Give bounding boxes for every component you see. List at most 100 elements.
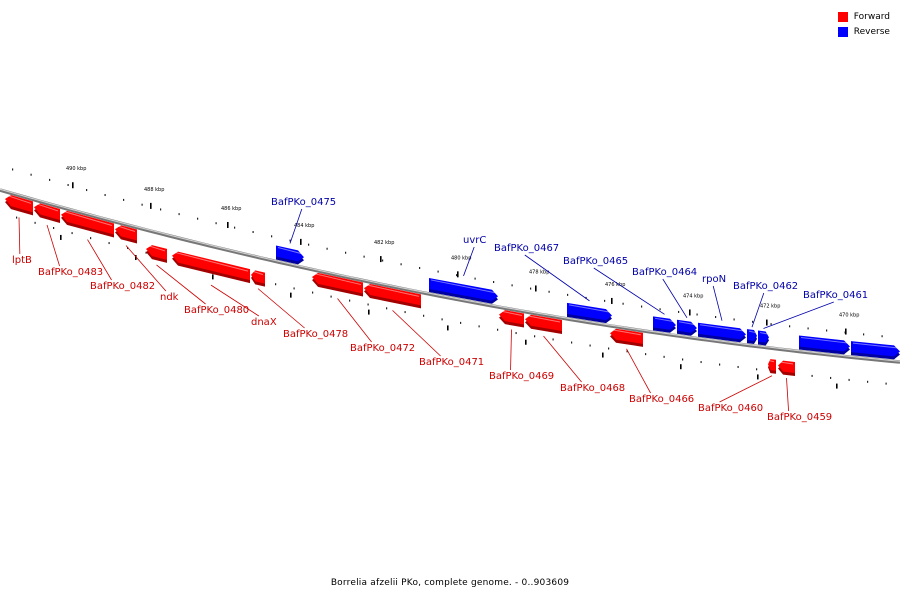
gene-name: BafPKo_0482 <box>90 281 155 292</box>
gene-label-BafPKo_0483: BafPKo_0483 <box>38 224 103 278</box>
gene-uvrC[interactable] <box>429 277 498 304</box>
gene-name: BafPKo_0461 <box>803 290 868 301</box>
gene-label-BafPKo_0480: BafPKo_0480 <box>156 264 249 316</box>
gene-label-BafPKo_0464: BafPKo_0464 <box>632 267 697 318</box>
svg-text:470 kbp: 470 kbp <box>839 313 859 319</box>
gene-name: BafPKo_0464 <box>632 267 697 278</box>
genome-title: Borrelia afzelii PKo, complete genome. -… <box>330 578 570 588</box>
forward-swatch <box>837 11 848 22</box>
gene-BafPKo_0471[interactable] <box>364 283 421 309</box>
gene-BafPKo_0482[interactable] <box>61 210 114 238</box>
reverse-swatch <box>837 26 848 37</box>
gene-name: BafPKo_0480 <box>184 305 249 316</box>
scale-tick: 482 kbp <box>374 240 394 263</box>
scale-tick: 472 kbp <box>760 304 780 326</box>
gene-name: BafPKo_0468 <box>560 383 625 394</box>
scale-tick: 480 kbp <box>451 255 471 278</box>
gene-BafPKo_0462[interactable] <box>747 329 757 345</box>
gene-label-BafPKo_0461: BafPKo_0461 <box>763 290 868 329</box>
gene-name: BafPKo_0467 <box>494 243 559 254</box>
genome-backbone <box>0 188 900 364</box>
legend: Forward Reverse <box>837 9 890 39</box>
scale-tick: 488 kbp <box>144 187 164 209</box>
gene-label-BafPKo_0478: BafPKo_0478 <box>257 288 348 340</box>
gene-name: BafPKo_0460 <box>698 403 763 414</box>
gene-BafPKo_0478[interactable] <box>251 270 265 287</box>
gene-label-BafPKo_0459: BafPKo_0459 <box>767 377 832 423</box>
scale-tick: 478 kbp <box>529 269 549 292</box>
gene-name: BafPKo_0478 <box>283 329 348 340</box>
gene-BafPKo_0483[interactable] <box>34 203 60 223</box>
svg-text:472 kbp: 472 kbp <box>760 304 780 310</box>
legend-item-reverse: Reverse <box>837 24 890 39</box>
scale-tick: 486 kbp <box>221 206 241 228</box>
scale-tick: 470 kbp <box>839 313 859 335</box>
gene-name: BafPKo_0459 <box>767 412 832 423</box>
gene-BafPKo_0465[interactable] <box>653 316 676 333</box>
gene-name: BafPKo_0471 <box>419 357 484 368</box>
gene-name: BafPKo_0472 <box>350 343 415 354</box>
gene-label-uvrC: uvrC <box>463 235 486 277</box>
gene-features[interactable] <box>5 194 900 377</box>
gene-BafPKo_0480[interactable] <box>146 245 167 263</box>
gene-rpoN[interactable] <box>698 322 746 343</box>
gene-name: BafPKo_0483 <box>38 267 103 278</box>
gene-unlabeled[interactable] <box>851 341 900 360</box>
gene-BafPKo_0468[interactable] <box>525 314 562 335</box>
gene-label-ndk: ndk <box>125 245 179 303</box>
gene-label-dnaX: dnaX <box>210 284 277 328</box>
gene-label-BafPKo_0467: BafPKo_0467 <box>494 243 590 302</box>
svg-text:486 kbp: 486 kbp <box>221 206 241 212</box>
gene-label-BafPKo_0465: BafPKo_0465 <box>563 256 665 315</box>
svg-text:474 kbp: 474 kbp <box>683 293 703 299</box>
gene-lptB[interactable] <box>5 194 33 216</box>
svg-text:480 kbp: 480 kbp <box>451 255 471 261</box>
gene-name: uvrC <box>463 235 486 246</box>
gene-name: lptB <box>12 255 32 266</box>
gene-BafPKo_0469[interactable] <box>499 310 524 328</box>
gene-BafPKo_0459[interactable] <box>778 360 795 377</box>
scale-tick: 490 kbp <box>66 166 86 189</box>
gene-name: ndk <box>160 292 179 303</box>
gene-name: BafPKo_0475 <box>271 197 336 208</box>
svg-text:476 kbp: 476 kbp <box>605 282 625 288</box>
legend-label-reverse: Reverse <box>853 26 890 37</box>
scale-ticks: 490 kbp 488 kbp 486 kbp 484 kbp 482 kbp 480 k… <box>60 166 859 389</box>
legend-item-forward: Forward <box>837 9 890 24</box>
gene-BafPKo_0461[interactable] <box>758 330 769 346</box>
legend-label-forward: Forward <box>853 11 890 22</box>
gene-label-lptB: lptB <box>12 217 32 266</box>
gene-BafPKo_0466[interactable] <box>610 328 643 347</box>
gene-BafPKo_0472[interactable] <box>312 272 363 297</box>
svg-text:490 kbp: 490 kbp <box>66 166 86 172</box>
gene-name: rpoN <box>702 274 726 285</box>
gene-BafPKo_0467[interactable] <box>567 302 612 324</box>
gene-BafPKo_0464[interactable] <box>677 319 697 336</box>
gene-label-BafPKo_0475: BafPKo_0475 <box>271 197 336 244</box>
gene-name: BafPKo_0469 <box>489 371 554 382</box>
gene-label-BafPKo_0472: BafPKo_0472 <box>337 298 415 354</box>
gene-label-BafPKo_0462: BafPKo_0462 <box>733 281 798 328</box>
svg-text:482 kbp: 482 kbp <box>374 240 394 246</box>
tick-dots <box>12 168 887 385</box>
gene-label-BafPKo_0469: BafPKo_0469 <box>489 329 554 382</box>
gene-dnaX[interactable] <box>172 251 250 284</box>
gene-ndk[interactable] <box>115 225 137 244</box>
gene-unlabeled[interactable] <box>799 335 850 355</box>
gene-name: dnaX <box>251 317 277 328</box>
gene-name: BafPKo_0462 <box>733 281 798 292</box>
scale-tick: 476 kbp <box>605 282 625 304</box>
gene-label-BafPKo_0468: BafPKo_0468 <box>543 335 625 394</box>
svg-text:488 kbp: 488 kbp <box>144 187 164 193</box>
svg-text:478 kbp: 478 kbp <box>529 269 549 275</box>
gene-BafPKo_0460[interactable] <box>768 359 776 374</box>
gene-label-BafPKo_0471: BafPKo_0471 <box>392 310 484 368</box>
gene-label-BafPKo_0466: BafPKo_0466 <box>626 348 694 405</box>
gene-BafPKo_0475[interactable] <box>276 245 304 265</box>
scale-tick: 474 kbp <box>683 293 703 316</box>
gene-label-rpoN: rpoN <box>702 274 726 321</box>
gene-label-BafPKo_0482: BafPKo_0482 <box>87 239 155 292</box>
gene-label-BafPKo_0460: BafPKo_0460 <box>698 375 773 414</box>
